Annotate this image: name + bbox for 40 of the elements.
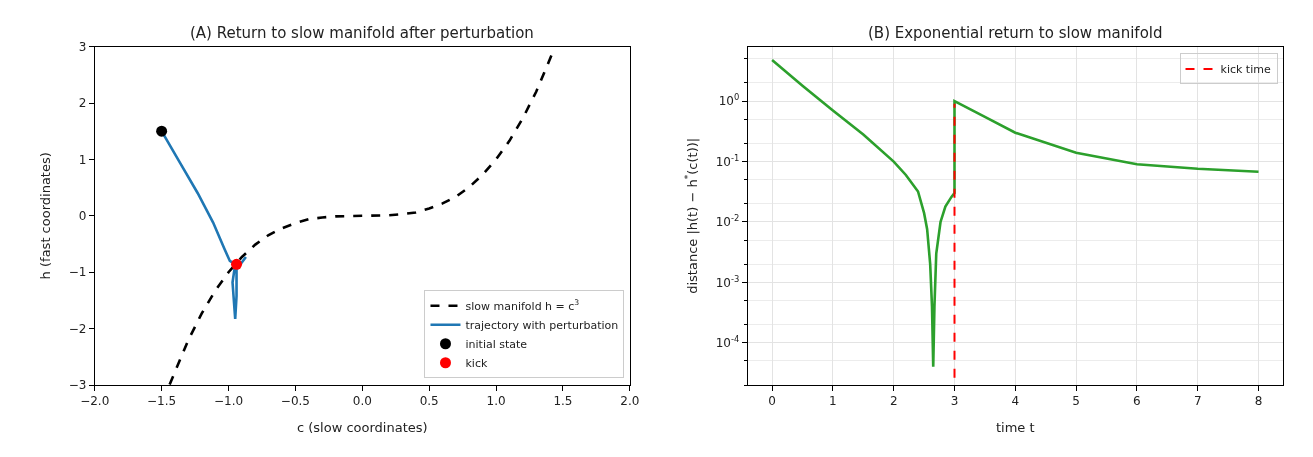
x-axis-title: time t bbox=[996, 420, 1035, 436]
x-tick-label: −0.5 bbox=[280, 394, 310, 409]
legend-label: initial state bbox=[465, 338, 528, 352]
x-tick-label: 0 bbox=[768, 394, 776, 409]
x-tick-label: 3 bbox=[950, 394, 959, 409]
x-tick-label: 8 bbox=[1254, 394, 1263, 409]
legend-label: kick time bbox=[1220, 63, 1271, 77]
y-tick-label: 10$^{0}$ bbox=[718, 92, 740, 109]
x-tick-label: 0.5 bbox=[419, 394, 439, 409]
y-tick-label: −3 bbox=[68, 378, 87, 393]
x-tick-label: 6 bbox=[1133, 394, 1141, 409]
legend-label: kick bbox=[465, 357, 488, 371]
chart-title: (A) Return to slow manifold after perturbation bbox=[190, 24, 534, 42]
y-tick-label: 1 bbox=[78, 152, 87, 167]
y-tick-label: 10$^{-4}$ bbox=[715, 333, 740, 350]
x-tick-label: −1.0 bbox=[213, 394, 244, 409]
y-tick-label: −1 bbox=[68, 265, 87, 280]
y-tick-label: 10$^{-2}$ bbox=[715, 213, 740, 230]
y-tick-label: 10$^{-1}$ bbox=[715, 152, 740, 169]
x-tick-label: −2.0 bbox=[80, 394, 110, 409]
x-tick-label: 1.0 bbox=[486, 394, 506, 409]
y-tick-label: 0 bbox=[78, 209, 87, 224]
x-tick-label: 0.0 bbox=[352, 394, 372, 409]
x-tick-label: 2.0 bbox=[620, 394, 640, 409]
y-tick-label: −2 bbox=[68, 321, 87, 336]
y-tick-label: 2 bbox=[78, 96, 87, 111]
x-tick-label: 1.5 bbox=[553, 394, 573, 409]
y-axis-title: h (fast coordinates) bbox=[37, 152, 53, 280]
legend-label: trajectory with perturbation bbox=[465, 319, 619, 333]
x-tick-label: 7 bbox=[1193, 394, 1202, 409]
x-tick-label: 5 bbox=[1072, 394, 1080, 409]
y-tick-label: 3 bbox=[78, 39, 87, 54]
x-axis-title: c (slow coordinates) bbox=[296, 420, 428, 436]
legend-label: slow manifold h = c$^{3}$ bbox=[465, 298, 580, 314]
x-tick-label: 1 bbox=[829, 394, 837, 409]
y-tick-label: 10$^{-3}$ bbox=[715, 273, 740, 290]
x-tick-label: 2 bbox=[889, 394, 898, 409]
x-tick-label: −1.5 bbox=[147, 394, 177, 409]
chart-title: (B) Exponential return to slow manifold bbox=[868, 24, 1163, 42]
x-tick-label: 4 bbox=[1011, 394, 1020, 409]
